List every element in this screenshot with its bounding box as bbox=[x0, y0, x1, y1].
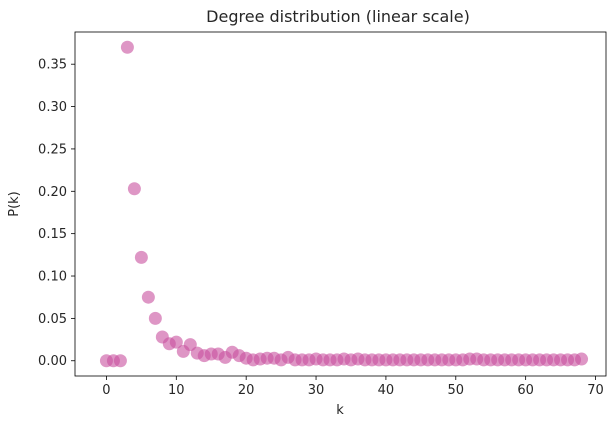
chart-title: Degree distribution (linear scale) bbox=[206, 7, 470, 26]
y-tick-label: 0.35 bbox=[38, 58, 67, 73]
y-tick-label: 0.30 bbox=[38, 100, 67, 115]
x-tick-label: 50 bbox=[448, 383, 465, 398]
x-tick-label: 10 bbox=[168, 383, 185, 398]
x-axis: 0 10 20 30 40 50 60 70 bbox=[102, 376, 604, 398]
data-point bbox=[120, 40, 134, 54]
data-point bbox=[113, 354, 127, 368]
y-tick-label: 0.00 bbox=[38, 354, 67, 369]
x-tick-label: 0 bbox=[102, 383, 110, 398]
data-point bbox=[575, 352, 589, 366]
data-points bbox=[99, 40, 589, 368]
x-tick-label: 60 bbox=[517, 383, 534, 398]
data-point bbox=[127, 182, 141, 196]
y-axis-label: P(k) bbox=[7, 191, 22, 217]
data-point bbox=[141, 290, 155, 304]
x-tick-label: 40 bbox=[378, 383, 395, 398]
data-point bbox=[134, 250, 148, 264]
y-tick-label: 0.05 bbox=[38, 312, 67, 327]
plot-frame bbox=[74, 31, 607, 377]
y-axis: 0.00 0.05 0.10 0.15 0.20 0.25 0.30 0.35 bbox=[38, 58, 75, 369]
y-tick-label: 0.15 bbox=[38, 227, 67, 242]
y-tick-label: 0.20 bbox=[38, 185, 67, 200]
x-axis-label: k bbox=[336, 403, 344, 418]
y-tick-label: 0.25 bbox=[38, 142, 67, 157]
x-tick-label: 70 bbox=[587, 383, 604, 398]
x-tick-label: 30 bbox=[308, 383, 325, 398]
data-point bbox=[148, 311, 162, 325]
x-tick-label: 20 bbox=[238, 383, 255, 398]
data-point bbox=[169, 335, 183, 349]
y-tick-label: 0.10 bbox=[38, 270, 67, 285]
